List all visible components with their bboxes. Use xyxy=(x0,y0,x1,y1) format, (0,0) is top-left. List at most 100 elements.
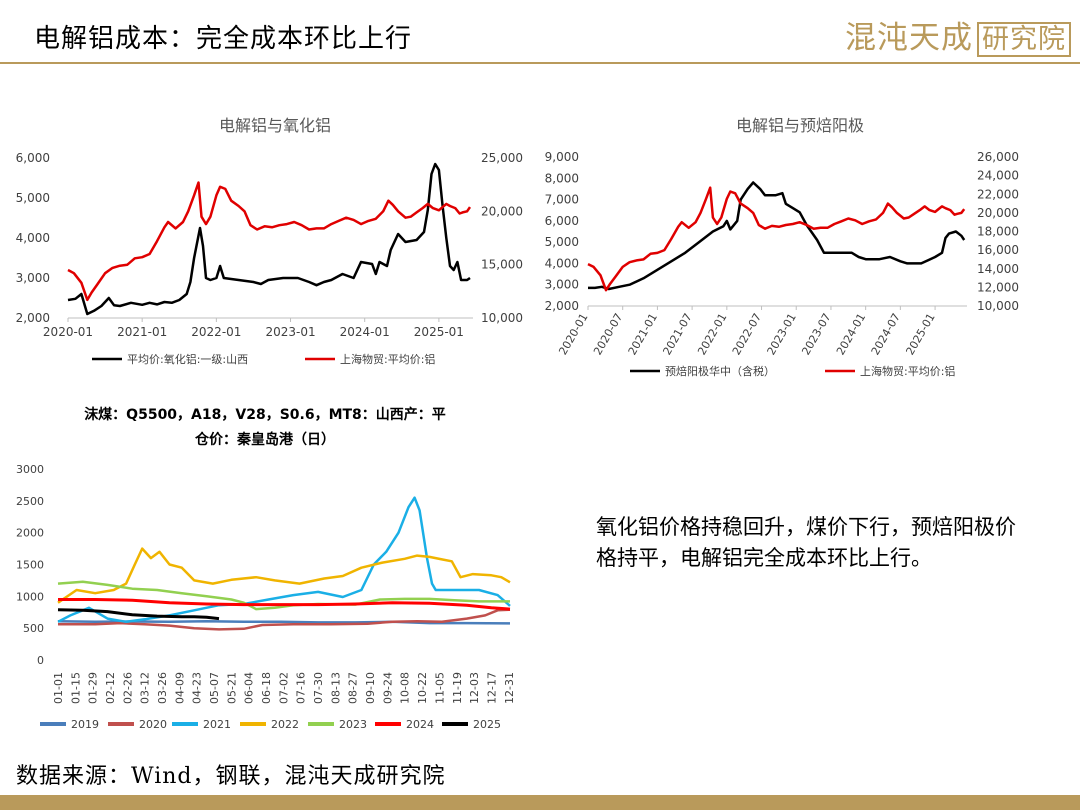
alumina-left-tick-1: 3,000 xyxy=(16,271,50,285)
coal-series-line-4 xyxy=(57,580,510,611)
alumina-chart-title: 电解铝与氧化铝 xyxy=(219,116,331,135)
coal-x-tick-24: 12-03 xyxy=(468,672,481,704)
coal-legend-label-2: 2021 xyxy=(203,718,231,731)
coal-chart-title-line2: 仓价：秦皇岛港（日） xyxy=(194,431,335,448)
alumina-x-tick-4: 2024-01 xyxy=(340,325,390,339)
alumina-x-tick-1: 2021-01 xyxy=(117,325,167,339)
coal-legend-label-3: 2022 xyxy=(271,718,299,731)
anode-left-tick-1: 3,000 xyxy=(545,278,579,292)
anode-left-tick-3: 5,000 xyxy=(545,235,579,249)
anode-left-tick-2: 4,000 xyxy=(545,256,579,270)
alumina-x-tick-2: 2022-01 xyxy=(191,325,241,339)
anode-x-tick-10: 2025-01 xyxy=(903,311,937,357)
anode-left-tick-7: 9,000 xyxy=(545,150,579,164)
alumina-left-tick-0: 2,000 xyxy=(16,311,50,325)
coal-series-line-2 xyxy=(57,496,511,624)
coal-x-tick-18: 09-10 xyxy=(364,672,377,704)
anode-x-tick-1: 2020-07 xyxy=(591,311,625,357)
coal-series-line-1 xyxy=(58,608,511,631)
anode-x-tick-3: 2021-07 xyxy=(660,311,694,357)
alumina-chart: 电解铝与氧化铝 2,000 3,000 4,000 5,000 6,000 10,000 15… xyxy=(16,116,523,366)
coal-x-tick-14: 07-16 xyxy=(295,672,308,704)
alumina-right-tick-0: 10,000 xyxy=(481,311,523,325)
header-rule xyxy=(0,62,1080,64)
anode-right-tick-5: 20,000 xyxy=(977,206,1019,220)
coal-x-tick-4: 02-26 xyxy=(121,672,134,704)
alumina-x-tick-5: 2025-01 xyxy=(414,325,464,339)
coal-x-tick-7: 04-09 xyxy=(173,672,186,704)
commentary-text: 氧化铝价格持稳回升，煤价下行，预焙阳极价格持平，电解铝完全成本环比上行。 xyxy=(596,515,1016,570)
coal-y-tick-5: 2500 xyxy=(16,495,44,508)
alumina-right-tick-1: 15,000 xyxy=(481,258,523,272)
anode-right-tick-4: 18,000 xyxy=(977,225,1019,239)
coal-x-tick-25: 12-17 xyxy=(485,672,498,704)
anode-x-tick-7: 2023-07 xyxy=(799,311,833,357)
coal-x-tick-19: 09-24 xyxy=(381,672,394,704)
coal-x-tick-0: 01-01 xyxy=(52,672,65,704)
bottom-bar xyxy=(0,795,1080,810)
brand-logo: 混沌天成 研究院 xyxy=(845,12,1071,57)
anode-series-line-1 xyxy=(587,186,966,292)
coal-x-tick-22: 11-05 xyxy=(433,672,446,704)
coal-x-tick-2: 01-29 xyxy=(87,672,100,704)
coal-legend-label-4: 2023 xyxy=(339,718,367,731)
coal-x-tick-23: 11-19 xyxy=(451,672,464,704)
page-title: 电解铝成本：完全成本环比上行 xyxy=(34,24,413,54)
alumina-left-tick-2: 4,000 xyxy=(16,231,50,245)
coal-x-tick-5: 03-12 xyxy=(139,672,152,704)
coal-chart: 沫煤：Q5500，A18，V28，S0.6，MT8：山西产：平仓价：秦皇岛港（日… xyxy=(16,406,516,731)
coal-x-tick-10: 05-21 xyxy=(225,672,238,704)
coal-y-tick-1: 500 xyxy=(23,622,44,635)
coal-x-tick-21: 10-22 xyxy=(416,672,429,704)
anode-x-tick-5: 2022-07 xyxy=(730,311,764,357)
coal-legend-label-1: 2020 xyxy=(139,718,167,731)
brand-logo-main: 混沌天成 xyxy=(845,20,973,56)
coal-x-tick-26: 12-31 xyxy=(503,672,516,704)
alumina-x-tick-3: 2023-01 xyxy=(265,325,315,339)
alumina-legend-label-1: 上海物贸:平均价:铝 xyxy=(340,352,435,366)
anode-x-tick-9: 2024-07 xyxy=(869,311,903,357)
coal-x-tick-9: 05-07 xyxy=(208,672,221,704)
alumina-left-tick-3: 5,000 xyxy=(16,191,50,205)
anode-x-tick-0: 2020-01 xyxy=(556,311,590,357)
alumina-right-tick-3: 25,000 xyxy=(481,151,523,165)
coal-legend-label-5: 2024 xyxy=(406,718,434,731)
coal-x-tick-1: 01-15 xyxy=(69,672,82,704)
coal-x-tick-17: 08-27 xyxy=(347,672,360,704)
anode-left-tick-6: 8,000 xyxy=(545,171,579,185)
anode-chart-title: 电解铝与预焙阳极 xyxy=(736,116,864,135)
anode-chart: 电解铝与预焙阳极 2,000 3,000 4,000 5,000 6,000 7,000 8,… xyxy=(545,116,1019,378)
coal-series-line-6 xyxy=(57,608,220,621)
coal-x-tick-15: 07-30 xyxy=(312,672,325,704)
coal-x-tick-11: 06-04 xyxy=(243,672,256,704)
anode-legend-label-1: 上海物贸:平均价:铝 xyxy=(860,364,955,378)
anode-right-tick-0: 10,000 xyxy=(977,299,1019,313)
anode-x-tick-8: 2024-01 xyxy=(834,311,868,357)
alumina-left-tick-4: 6,000 xyxy=(16,151,50,165)
alumina-series-line-0 xyxy=(67,162,471,316)
coal-y-tick-6: 3000 xyxy=(16,463,44,476)
coal-x-tick-12: 06-18 xyxy=(260,672,273,704)
coal-y-tick-0: 0 xyxy=(37,654,44,667)
anode-left-tick-5: 7,000 xyxy=(545,193,579,207)
coal-chart-title-line1: 沫煤：Q5500，A18，V28，S0.6，MT8：山西产：平 xyxy=(84,406,446,423)
anode-left-tick-4: 6,000 xyxy=(545,214,579,228)
anode-right-tick-8: 26,000 xyxy=(977,150,1019,164)
coal-x-tick-3: 02-12 xyxy=(104,672,117,704)
anode-right-tick-3: 16,000 xyxy=(977,243,1019,257)
anode-right-tick-6: 22,000 xyxy=(977,187,1019,201)
anode-right-tick-7: 24,000 xyxy=(977,169,1019,183)
anode-x-tick-2: 2021-01 xyxy=(626,311,660,357)
coal-series-line-3 xyxy=(57,547,511,604)
brand-logo-boxed: 研究院 xyxy=(977,22,1071,57)
coal-legend-label-6: 2025 xyxy=(473,718,501,731)
coal-legend-label-0: 2019 xyxy=(71,718,99,731)
alumina-legend-label-0: 平均价:氧化铝:一级:山西 xyxy=(127,352,248,366)
coal-y-tick-2: 1000 xyxy=(16,590,44,603)
anode-legend-label-0: 预焙阳极华中（含税） xyxy=(665,364,775,378)
anode-right-tick-2: 14,000 xyxy=(977,262,1019,276)
alumina-series-line-1 xyxy=(67,181,472,302)
anode-x-tick-6: 2023-01 xyxy=(765,311,799,357)
source-note: 数据来源：Wind，钢联，混沌天成研究院 xyxy=(16,764,446,789)
coal-x-tick-16: 08-13 xyxy=(329,672,342,704)
